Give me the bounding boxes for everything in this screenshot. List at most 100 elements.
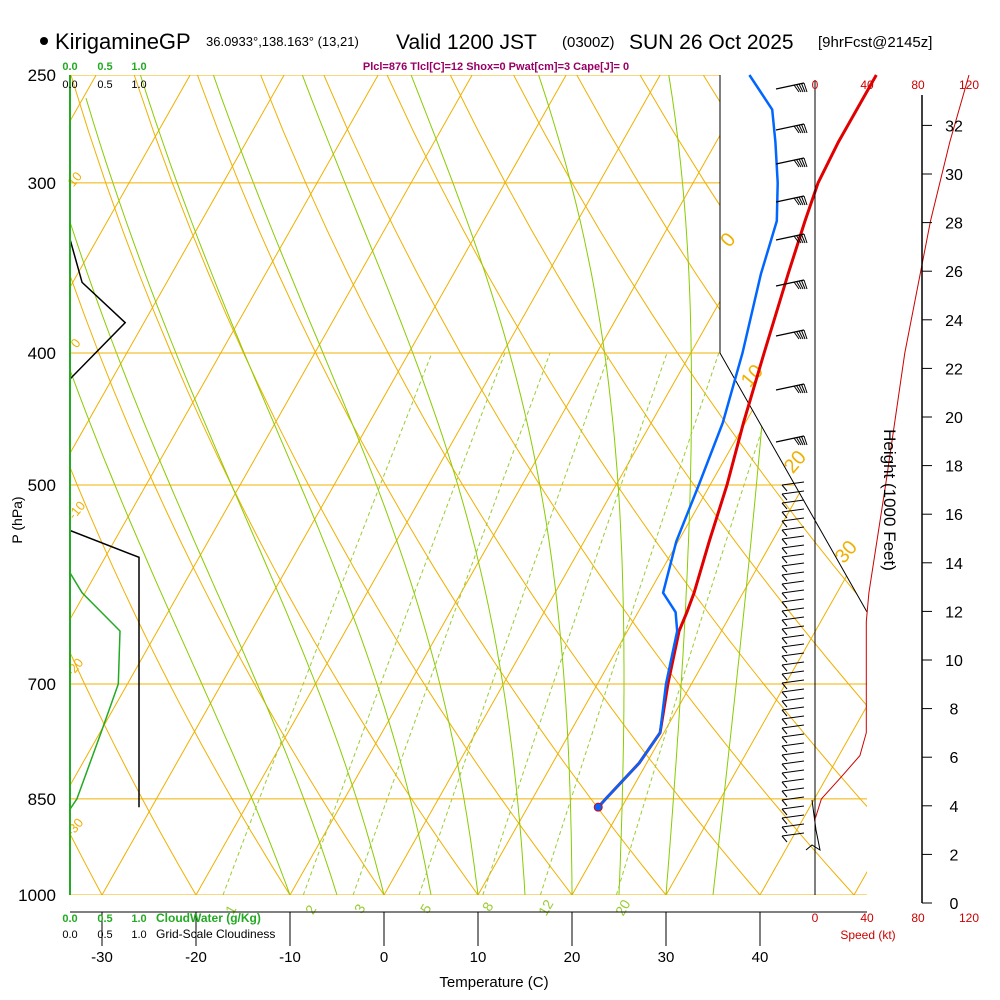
wind-barb-flag bbox=[781, 808, 788, 816]
x-tick-label: 20 bbox=[564, 949, 581, 966]
wind-barb-flag bbox=[796, 159, 802, 168]
wind-barb-flag bbox=[781, 781, 788, 789]
wind-barb bbox=[781, 652, 805, 657]
dewpoint-line bbox=[597, 74, 779, 809]
wind-barb-flag bbox=[781, 583, 788, 591]
speed-tick-top: 120 bbox=[959, 78, 979, 92]
wind-barb-flag bbox=[803, 123, 808, 134]
wind-barb bbox=[781, 562, 805, 567]
mixing-ratio-label: 20 bbox=[612, 897, 634, 919]
wind-barb bbox=[781, 634, 805, 639]
wind-barb-flag bbox=[781, 772, 788, 780]
dry-adiabat-line bbox=[196, 75, 667, 895]
dry-adiabat-line bbox=[323, 75, 855, 895]
site-location: 36.0933°,138.163° (13,21) bbox=[206, 34, 359, 49]
wind-barb-flag bbox=[803, 157, 808, 168]
wind-barb bbox=[781, 751, 805, 756]
cloudiness-label: Grid-Scale Cloudiness bbox=[156, 927, 275, 941]
x-tick-label: -10 bbox=[279, 949, 301, 966]
site-name: KirigamineGP bbox=[55, 29, 191, 54]
wind-barb-flag bbox=[796, 281, 802, 290]
mixing-ratio-line bbox=[418, 352, 610, 895]
speed-tick-top: 0 bbox=[812, 78, 819, 92]
wind-barb-flag bbox=[801, 384, 806, 394]
mixing-ratio-line bbox=[539, 352, 720, 895]
wind-barb bbox=[781, 535, 805, 540]
isotherm-line bbox=[0, 75, 2, 895]
wind-barb-flag bbox=[781, 655, 788, 663]
wind-barb bbox=[781, 697, 805, 702]
wind-barb bbox=[781, 625, 805, 630]
wind-barb bbox=[781, 517, 805, 522]
wind-barb-flag bbox=[801, 124, 806, 134]
moist-adiabat-line bbox=[70, 368, 291, 895]
wind-barb-flag bbox=[801, 196, 806, 206]
cloud-water-scale-bottom: 0.5 bbox=[97, 913, 112, 925]
pressure-tick-label: 1000 bbox=[18, 886, 56, 905]
height-tick-label: 6 bbox=[950, 750, 959, 767]
wind-barb bbox=[781, 490, 805, 495]
wind-barb-flag bbox=[796, 235, 802, 244]
wind-barb-flag bbox=[781, 574, 788, 582]
wind-barb-flag bbox=[781, 754, 788, 762]
mixing-ratio-label: 3 bbox=[351, 901, 369, 916]
height-tick-label: 18 bbox=[945, 459, 963, 476]
wind-barb bbox=[781, 733, 805, 738]
wind-barb-flag bbox=[801, 280, 806, 290]
wind-speed-line bbox=[814, 74, 970, 820]
wind-barb-flag bbox=[793, 197, 800, 206]
wind-barb-flag bbox=[781, 718, 788, 726]
wind-barbs bbox=[775, 82, 821, 852]
moist-adiabat-line bbox=[85, 98, 385, 895]
wind-barb-flag bbox=[798, 280, 804, 290]
cloud-water-scale-bottom: 0.0 bbox=[62, 913, 77, 925]
wind-barb-flag bbox=[781, 826, 788, 834]
height-tick-label: 14 bbox=[945, 556, 963, 573]
x-tick-label: 30 bbox=[658, 949, 675, 966]
isotherm-label: -20 bbox=[63, 655, 87, 679]
cloud-water-scale-top: 0.5 bbox=[97, 61, 112, 73]
wind-barb bbox=[781, 598, 805, 603]
height-tick-label: 24 bbox=[945, 313, 963, 330]
wind-barb bbox=[781, 661, 805, 666]
wind-barb bbox=[781, 670, 805, 675]
wind-barb-flag bbox=[781, 736, 788, 744]
dry-adiabat-line bbox=[260, 75, 761, 895]
moist-adiabat-line bbox=[410, 75, 573, 895]
wind-barb bbox=[781, 616, 805, 621]
cloudiness-scale-top: 0.0 bbox=[62, 79, 77, 91]
pressure-tick-label: 700 bbox=[28, 675, 56, 694]
mixing-ratio-label: 2 bbox=[302, 902, 320, 917]
isotherm-line bbox=[759, 704, 867, 895]
wind-barb-surface bbox=[805, 799, 821, 852]
sounding-indices: Plcl=876 Tlcl[C]=12 Shox=0 Pwat[cm]=3 Ca… bbox=[363, 61, 629, 73]
wind-barb bbox=[781, 760, 805, 765]
x-tick-label: -30 bbox=[91, 949, 113, 966]
wind-barb-flag bbox=[798, 436, 804, 446]
wind-barb bbox=[781, 553, 805, 558]
wind-barb bbox=[781, 742, 805, 747]
wind-barb-flag bbox=[798, 234, 804, 244]
isotherm-line bbox=[70, 75, 285, 455]
wind-barb-flag bbox=[781, 502, 788, 510]
wind-barb-flag bbox=[801, 158, 806, 168]
speed-tick-bottom: 80 bbox=[911, 911, 925, 925]
wind-barb-flag bbox=[798, 83, 804, 93]
surface-point bbox=[593, 802, 603, 812]
wind-barb-flag bbox=[781, 745, 788, 753]
height-tick-label: 10 bbox=[945, 653, 963, 670]
mixing-ratio-line bbox=[352, 352, 551, 895]
mixing-ratio-label: 5 bbox=[417, 901, 435, 916]
wind-barb-flag bbox=[793, 437, 800, 446]
wind-barb-flag bbox=[781, 538, 788, 546]
dry-adiabat-line bbox=[893, 75, 1000, 895]
wind-barb-flag bbox=[781, 556, 788, 564]
valid-time: Valid 1200 JST bbox=[396, 31, 537, 54]
wind-barb bbox=[781, 706, 805, 711]
x-tick-label: 10 bbox=[470, 949, 487, 966]
y-axis-title: P (hPa) bbox=[9, 496, 25, 543]
profiles bbox=[69, 74, 970, 895]
wind-barb-flag bbox=[798, 158, 804, 168]
wind-barb-flag bbox=[781, 511, 788, 519]
